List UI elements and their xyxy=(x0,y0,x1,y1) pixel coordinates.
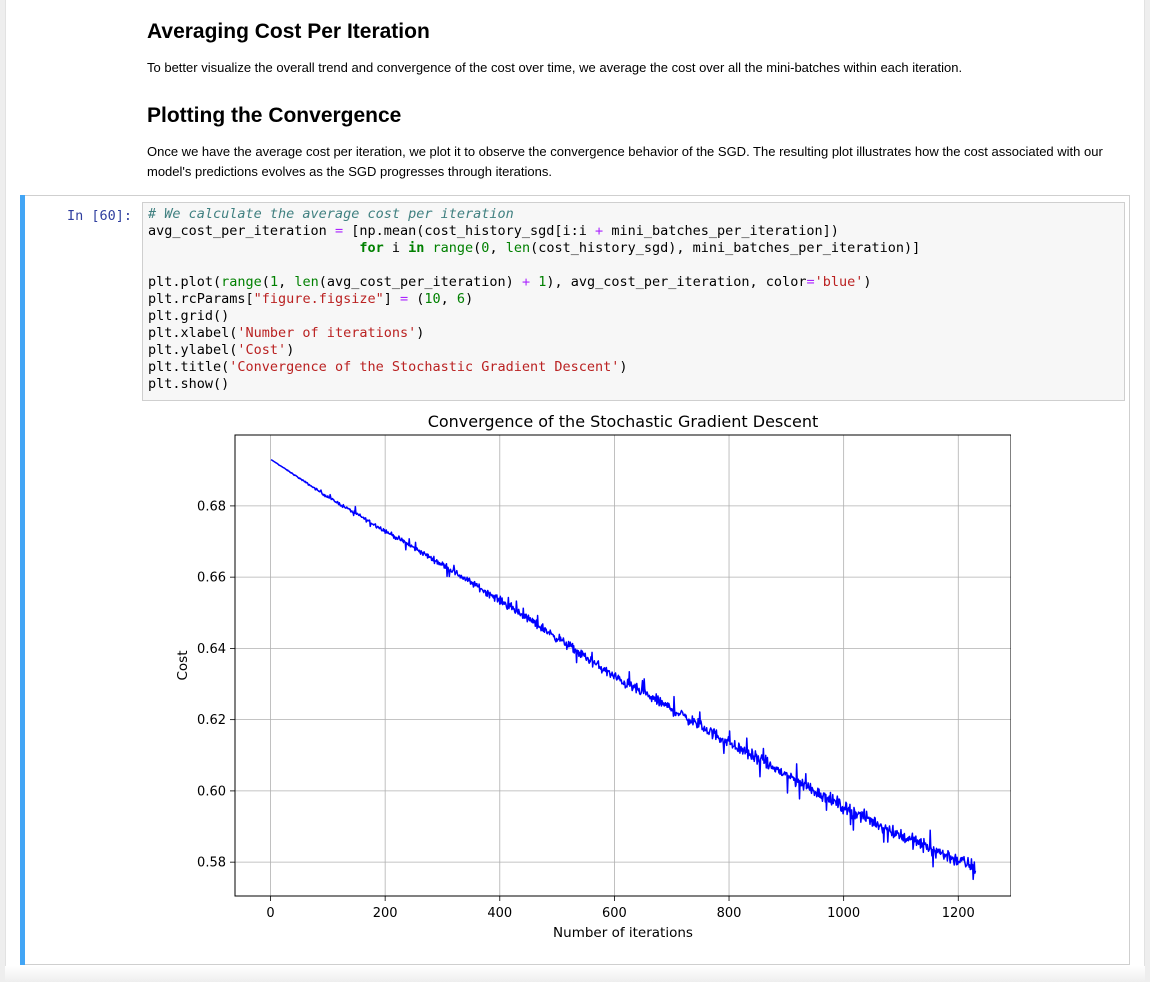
cell-selection-bar[interactable] xyxy=(20,195,25,965)
page-bottom-shadow xyxy=(5,966,1145,982)
x-tick-label: 1000 xyxy=(827,906,860,921)
notebook-page: Averaging Cost Per Iteration To better v… xyxy=(5,0,1145,982)
x-axis-label: Number of iterations xyxy=(553,925,693,941)
markdown-heading-plotting: Plotting the Convergence xyxy=(147,104,1107,128)
x-tick-label: 1200 xyxy=(942,906,975,921)
section-text: Once we have the average cost per iterat… xyxy=(147,144,1103,179)
code-editor[interactable]: # We calculate the average cost per iter… xyxy=(142,202,1125,401)
cost-series-line xyxy=(270,458,977,881)
section-heading: Averaging Cost Per Iteration xyxy=(147,20,430,43)
y-tick-label: 0.66 xyxy=(197,571,226,586)
code-line: # We calculate the average cost per iter… xyxy=(148,206,514,222)
code-line: plt.xlabel('Number of iterations') xyxy=(148,325,425,341)
code-line: plt.rcParams["figure.figsize"] = (10, 6) xyxy=(148,291,474,307)
x-tick-label: 800 xyxy=(717,906,742,921)
code-line: plt.title('Convergence of the Stochastic… xyxy=(148,359,628,375)
code-line: plt.grid() xyxy=(148,308,230,324)
x-tick-label: 200 xyxy=(373,906,398,921)
section-heading: Plotting the Convergence xyxy=(147,104,402,127)
code-cell[interactable]: In [60]: # We calculate the average cost… xyxy=(20,195,1130,965)
code-line: plt.show() xyxy=(148,376,230,392)
code-line: plt.ylabel('Cost') xyxy=(148,342,295,358)
section-text: To better visualize the overall trend an… xyxy=(147,60,963,75)
code-line: avg_cost_per_iteration = [np.mean(cost_h… xyxy=(148,223,839,239)
code-line: for i in range(0, len(cost_history_sgd),… xyxy=(359,240,921,256)
code-line xyxy=(148,257,1119,274)
y-tick-label: 0.58 xyxy=(197,856,226,871)
x-tick-label: 0 xyxy=(266,906,274,921)
x-tick-label: 600 xyxy=(602,906,627,921)
y-tick-label: 0.68 xyxy=(197,499,226,514)
chart-title: Convergence of the Stochastic Gradient D… xyxy=(428,412,819,431)
convergence-chart: 0 200 400 600 800 1000 1200 0.58 0.60 0.62 0.64 0.6… xyxy=(175,412,1012,941)
markdown-heading-averaging: Averaging Cost Per Iteration xyxy=(147,20,1107,44)
cell-prompt: In [60]: xyxy=(67,208,133,224)
markdown-paragraph-plotting: Once we have the average cost per iterat… xyxy=(147,142,1107,182)
y-axis-label: Cost xyxy=(175,650,191,680)
y-tick-label: 0.64 xyxy=(197,642,226,657)
plot-area xyxy=(235,435,1011,896)
markdown-paragraph-averaging: To better visualize the overall trend an… xyxy=(147,58,1107,78)
code-line: plt.plot(range(1, len(avg_cost_per_itera… xyxy=(148,274,872,290)
y-tick-label: 0.62 xyxy=(197,713,226,728)
output-plot: 0 200 400 600 800 1000 1200 0.58 0.60 0.62 0.64 0.6… xyxy=(151,406,1012,961)
x-tick-label: 400 xyxy=(487,906,512,921)
y-tick-label: 0.60 xyxy=(197,784,226,799)
